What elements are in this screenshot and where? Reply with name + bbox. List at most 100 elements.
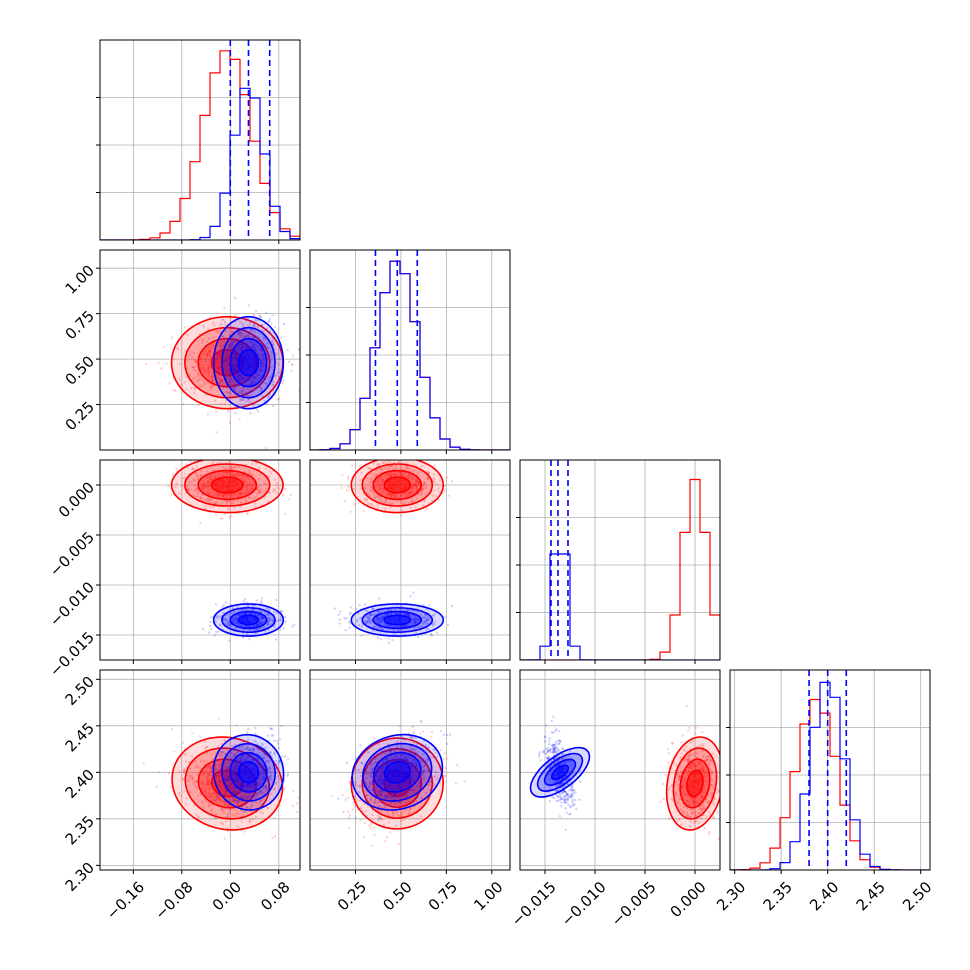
sample-point: [432, 495, 435, 498]
sample-point: [240, 782, 244, 786]
sample-point: [223, 307, 226, 310]
sample-point: [203, 357, 207, 361]
sample-point: [208, 499, 212, 502]
sample-point: [260, 610, 263, 613]
sample-point: [420, 720, 423, 724]
sample-point: [209, 498, 212, 501]
sample-point: [196, 373, 200, 376]
sample-point: [208, 772, 212, 775]
sample-point: [370, 620, 373, 623]
sample-point: [249, 784, 252, 788]
sample-point: [214, 615, 218, 619]
sample-point: [251, 474, 254, 477]
sample-point: [423, 745, 427, 748]
sample-point: [232, 616, 235, 619]
density-fill: [211, 770, 243, 797]
sample-point: [402, 612, 405, 615]
sample-point: [364, 809, 367, 813]
sample-point: [255, 794, 258, 797]
sample-point: [295, 810, 299, 814]
sample-point: [381, 478, 385, 482]
sample-point: [229, 759, 233, 762]
sample-point: [258, 773, 262, 776]
sample-point: [246, 795, 249, 799]
sample-point: [228, 516, 231, 519]
sample-point: [250, 804, 253, 807]
sample-point: [240, 391, 243, 395]
sample-point: [217, 797, 220, 800]
sample-point: [445, 757, 449, 760]
sample-point: [232, 620, 235, 624]
sample-point: [262, 756, 265, 760]
sample-point: [388, 461, 392, 464]
sample-point: [231, 365, 234, 369]
sample-point: [401, 509, 404, 512]
sample-point: [220, 380, 223, 383]
sample-point: [251, 608, 255, 612]
sample-point: [416, 617, 419, 620]
sample-point: [188, 480, 191, 483]
sample-point: [204, 360, 208, 363]
sample-point: [434, 619, 437, 623]
sample-point: [225, 496, 228, 499]
sample-point: [269, 776, 272, 780]
sample-point: [234, 763, 238, 766]
sample-point: [241, 377, 244, 381]
sample-point: [244, 343, 247, 347]
sample-point: [181, 477, 185, 480]
sample-point: [340, 486, 343, 490]
sample-point: [409, 490, 413, 493]
sample-point: [269, 770, 272, 773]
sample-point: [425, 618, 429, 622]
sample-point: [407, 466, 410, 470]
sample-point: [240, 613, 243, 616]
sample-point: [258, 468, 261, 471]
sample-point: [231, 798, 235, 801]
sample-point: [379, 638, 383, 641]
sample-point: [184, 760, 188, 763]
sample-point: [251, 608, 255, 611]
sample-point: [413, 622, 417, 625]
sample-point: [208, 366, 211, 369]
sample-point: [377, 480, 380, 484]
sample-point: [203, 740, 207, 743]
sample-point: [223, 493, 227, 496]
sample-point: [211, 375, 214, 379]
sample-point: [208, 505, 212, 508]
sample-point: [239, 343, 243, 346]
sample-point: [403, 475, 407, 479]
sample-point: [395, 612, 398, 615]
sample-point: [378, 467, 382, 470]
sample-point: [241, 782, 244, 785]
sample-point: [231, 365, 235, 369]
sample-point: [252, 624, 255, 628]
sample-point: [385, 614, 389, 617]
sample-point: [228, 778, 231, 781]
sample-point: [347, 826, 351, 830]
sample-point: [236, 374, 240, 377]
sample-point: [253, 381, 256, 385]
sample-point: [209, 354, 212, 357]
sample-point: [271, 314, 274, 317]
sample-point: [278, 397, 281, 401]
sample-point: [346, 796, 350, 800]
sample-point: [241, 796, 245, 799]
sample-point: [267, 367, 270, 371]
sample-point: [262, 616, 266, 620]
sample-point: [411, 766, 414, 769]
sample-point: [412, 619, 416, 622]
sample-point: [267, 395, 270, 399]
sample-point: [370, 771, 374, 774]
sample-point: [391, 810, 394, 814]
sample-point: [188, 353, 192, 357]
sample-point: [198, 735, 202, 738]
sample-point: [235, 791, 238, 794]
sample-point: [213, 324, 216, 327]
sample-point: [204, 499, 207, 502]
sample-point: [379, 768, 382, 771]
sample-point: [239, 373, 242, 377]
sample-point: [227, 345, 231, 349]
sample-point: [211, 336, 215, 339]
sample-point: [412, 767, 415, 771]
sample-point: [416, 774, 419, 777]
